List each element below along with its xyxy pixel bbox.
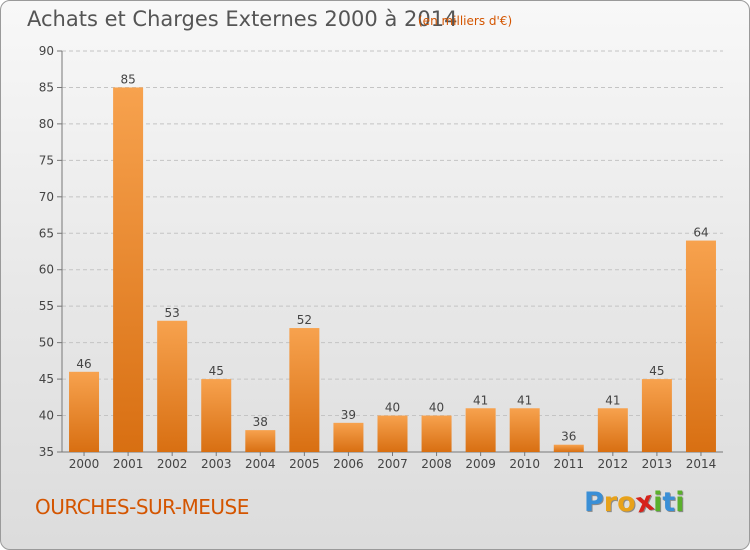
x-tick-label: 2011 (553, 457, 584, 471)
y-tick-label: 90 (39, 44, 54, 58)
bar (597, 408, 628, 452)
x-tick-label: 2000 (69, 457, 100, 471)
y-tick-labels: 35 40 45 50 55 60 65 70 75 80 85 90 (39, 44, 62, 459)
chart-subtitle: (en milliers d'€) (418, 14, 513, 28)
y-tick-label: 40 (39, 409, 54, 423)
x-tick-label: 2009 (465, 457, 496, 471)
proxiti-logo: Proxiti (584, 486, 685, 520)
bar (421, 415, 452, 452)
bar (553, 444, 584, 452)
y-tick-label: 50 (39, 336, 54, 350)
bar (509, 408, 540, 452)
commune-name: OURCHES-SUR-MEUSE (35, 495, 249, 519)
logo-letter: t (662, 487, 676, 518)
data-label: 45 (649, 364, 664, 378)
bar (377, 415, 408, 452)
bar (333, 422, 364, 452)
y-tick-label: 55 (39, 299, 54, 313)
bars (69, 87, 716, 453)
y-tick-label: 85 (39, 80, 54, 94)
logo-letter: i (653, 487, 663, 518)
bar (641, 379, 672, 452)
logo-letter: r (603, 487, 618, 518)
bar (113, 87, 144, 453)
x-tick-label: 2007 (377, 457, 408, 471)
x-tick-label: 2002 (157, 457, 188, 471)
x-tick-label: 2013 (642, 457, 673, 471)
y-tick-label: 35 (39, 445, 54, 459)
data-label: 39 (341, 408, 356, 422)
data-label: 40 (385, 401, 400, 415)
data-labels: 46 85 53 45 38 52 39 40 40 41 41 36 41 45 64 (76, 72, 708, 443)
data-label: 85 (120, 72, 135, 86)
x-tick-labels: 2000 2001 2002 2003 2004 2005 2006 2007 2008 2009… (69, 452, 716, 471)
x-tick-label: 2010 (509, 457, 540, 471)
data-label: 36 (561, 430, 576, 444)
logo-letter: i (675, 487, 685, 518)
data-label: 41 (517, 393, 532, 407)
y-tick-label: 60 (39, 263, 54, 277)
data-label: 40 (429, 401, 444, 415)
logo-letter: o (617, 487, 636, 518)
data-label: 64 (693, 226, 708, 240)
y-tick-label: 65 (39, 226, 54, 240)
x-tick-label: 2001 (113, 457, 144, 471)
bar (157, 320, 188, 452)
data-label: 38 (253, 415, 268, 429)
data-label: 41 (473, 393, 488, 407)
data-label: 41 (605, 393, 620, 407)
data-label: 46 (76, 357, 91, 371)
bar (465, 408, 496, 452)
bar (69, 371, 100, 452)
x-tick-label: 2004 (245, 457, 276, 471)
y-tick-label: 45 (39, 372, 54, 386)
x-tick-label: 2006 (333, 457, 364, 471)
bar (245, 430, 276, 452)
data-label: 52 (297, 313, 312, 327)
x-tick-label: 2008 (421, 457, 452, 471)
y-tick-label: 75 (39, 153, 54, 167)
bar (685, 240, 716, 452)
logo-letter: P (584, 487, 604, 518)
chart-title: Achats et Charges Externes 2000 à 2014 (27, 7, 458, 31)
x-tick-label: 2005 (289, 457, 320, 471)
y-tick-label: 70 (39, 190, 54, 204)
bar (289, 328, 320, 452)
data-label: 45 (209, 364, 224, 378)
bar (201, 379, 232, 452)
x-tick-label: 2003 (201, 457, 232, 471)
y-tick-label: 80 (39, 117, 54, 131)
data-label: 53 (165, 306, 180, 320)
x-tick-label: 2014 (686, 457, 717, 471)
x-tick-label: 2012 (598, 457, 629, 471)
